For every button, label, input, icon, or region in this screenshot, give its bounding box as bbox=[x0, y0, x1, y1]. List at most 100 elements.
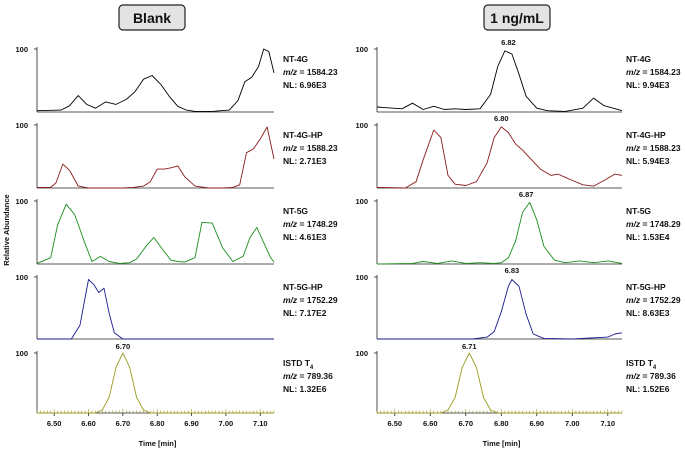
mz-symbol: m/z bbox=[626, 219, 641, 229]
peak-label: 6.83 bbox=[505, 266, 520, 275]
y-tick-label: 100 bbox=[15, 45, 28, 54]
y-tick-label: 100 bbox=[355, 121, 368, 130]
y-tick-label: 100 bbox=[355, 45, 368, 54]
panel-nl: NL: 5.94E3 bbox=[626, 156, 670, 166]
x-tick-label: 6.70 bbox=[116, 419, 131, 428]
panel-name-subscript: 4 bbox=[310, 365, 314, 371]
column-title-0: Blank bbox=[133, 10, 171, 26]
y-tick-label: 100 bbox=[355, 197, 368, 206]
x-tick-label: 6.90 bbox=[184, 419, 199, 428]
panel-mz: m/z = 1588.23 bbox=[626, 143, 681, 153]
x-tick-label: 6.80 bbox=[150, 419, 165, 428]
trace-istd-t bbox=[37, 352, 274, 414]
trace-nt-5g-hp bbox=[37, 279, 274, 340]
mz-symbol: m/z bbox=[626, 143, 641, 153]
mz-value: = 1752.29 bbox=[297, 295, 338, 305]
peak-label: 6.80 bbox=[494, 114, 509, 123]
y-tick-label: 100 bbox=[355, 273, 368, 282]
panel-name: NT-4G bbox=[626, 54, 651, 64]
mz-symbol: m/z bbox=[283, 219, 298, 229]
mz-value: = 1588.23 bbox=[640, 143, 681, 153]
x-tick-label: 6.50 bbox=[387, 419, 402, 428]
panel-mz: m/z = 789.36 bbox=[626, 371, 676, 381]
mz-value: = 1584.23 bbox=[640, 67, 681, 77]
x-tick-label: 6.80 bbox=[494, 419, 509, 428]
peak-label: 6.87 bbox=[519, 190, 534, 199]
mz-value: = 789.36 bbox=[640, 371, 676, 381]
panel-name: NT-5G-HP bbox=[626, 282, 666, 292]
panel-mz: m/z = 1748.29 bbox=[626, 219, 681, 229]
panel-mz: m/z = 1748.29 bbox=[283, 219, 338, 229]
y-tick-label: 100 bbox=[15, 197, 28, 206]
peak-label: 6.71 bbox=[462, 342, 477, 351]
column-header-box-0 bbox=[118, 4, 186, 31]
x-tick-label: 6.90 bbox=[529, 419, 544, 428]
mz-value: = 1752.29 bbox=[640, 295, 681, 305]
x-tick-label: 6.70 bbox=[458, 419, 473, 428]
x-tick-label: 7.10 bbox=[253, 419, 268, 428]
panel-name: NT-5G bbox=[626, 206, 651, 216]
panel-mz: m/z = 1588.23 bbox=[283, 143, 338, 153]
y-axis-label: Relative Abundance bbox=[2, 194, 11, 265]
panel-mz: m/z = 1584.23 bbox=[283, 67, 338, 77]
trace-nt-4g-hp bbox=[376, 126, 623, 189]
panel-mz: m/z = 789.36 bbox=[283, 371, 333, 381]
panel-nl: NL: 4.61E3 bbox=[283, 232, 327, 242]
mz-symbol: m/z bbox=[626, 295, 641, 305]
y-tick-label: 100 bbox=[15, 121, 28, 130]
trace-nt-5g bbox=[376, 201, 623, 265]
panel-mz: m/z = 1584.23 bbox=[626, 67, 681, 77]
y-tick-label: 100 bbox=[355, 349, 368, 358]
panel-nl: NL: 1.53E4 bbox=[626, 232, 670, 242]
panel-name: NT-5G bbox=[283, 206, 308, 216]
mz-symbol: m/z bbox=[283, 67, 298, 77]
x-tick-label: 6.60 bbox=[81, 419, 96, 428]
trace-istd-t bbox=[377, 352, 622, 414]
peak-label: 6.70 bbox=[116, 342, 131, 351]
trace-nt-5g bbox=[36, 203, 275, 264]
panel-mz: m/z = 1752.29 bbox=[283, 295, 338, 305]
panel-nl: NL: 1.52E6 bbox=[626, 384, 670, 394]
trace-nt-4g-hp bbox=[37, 126, 275, 189]
panel-nl: NL: 6.96E3 bbox=[283, 80, 327, 90]
y-tick-label: 100 bbox=[15, 273, 28, 282]
mz-symbol: m/z bbox=[283, 295, 298, 305]
x-tick-label: 7.00 bbox=[219, 419, 234, 428]
column-header-box-1 bbox=[483, 4, 551, 31]
mz-value: = 1588.23 bbox=[297, 143, 338, 153]
x-axis-label: Time [min] bbox=[139, 439, 177, 448]
panel-mz: m/z = 1752.29 bbox=[626, 295, 681, 305]
x-tick-label: 6.60 bbox=[423, 419, 438, 428]
panel-name: ISTD T4 bbox=[283, 358, 314, 371]
panel-nl: NL: 1.32E6 bbox=[283, 384, 327, 394]
panel-nl: NL: 2.71E3 bbox=[283, 156, 327, 166]
x-tick-label: 7.10 bbox=[600, 419, 615, 428]
mz-value: = 789.36 bbox=[297, 371, 333, 381]
mz-value: = 1584.23 bbox=[297, 67, 338, 77]
mz-symbol: m/z bbox=[626, 67, 641, 77]
panel-name: NT-4G-HP bbox=[283, 130, 323, 140]
mz-symbol: m/z bbox=[283, 371, 298, 381]
panel-name: NT-5G-HP bbox=[283, 282, 323, 292]
panel-nl: NL: 8.63E3 bbox=[626, 308, 670, 318]
column-title-1: 1 ng/mL bbox=[490, 10, 544, 26]
mz-value: = 1748.29 bbox=[297, 219, 338, 229]
y-tick-label: 100 bbox=[15, 349, 28, 358]
x-tick-label: 7.00 bbox=[565, 419, 580, 428]
peak-label: 6.82 bbox=[501, 38, 516, 47]
trace-nt-4g bbox=[36, 48, 275, 112]
mz-symbol: m/z bbox=[283, 143, 298, 153]
trace-nt-5g-hp bbox=[377, 279, 623, 340]
x-tick-label: 6.50 bbox=[47, 419, 62, 428]
trace-nt-4g bbox=[376, 50, 623, 112]
x-axis-label: Time [min] bbox=[483, 439, 521, 448]
panel-nl: NL: 7.17E2 bbox=[283, 308, 327, 318]
mz-symbol: m/z bbox=[626, 371, 641, 381]
panel-nl: NL: 9.94E3 bbox=[626, 80, 670, 90]
panel-name: NT-4G bbox=[283, 54, 308, 64]
panel-name: ISTD T4 bbox=[626, 358, 657, 371]
mz-value: = 1748.29 bbox=[640, 219, 681, 229]
panel-name-subscript: 4 bbox=[653, 365, 657, 371]
panel-name: NT-4G-HP bbox=[626, 130, 666, 140]
